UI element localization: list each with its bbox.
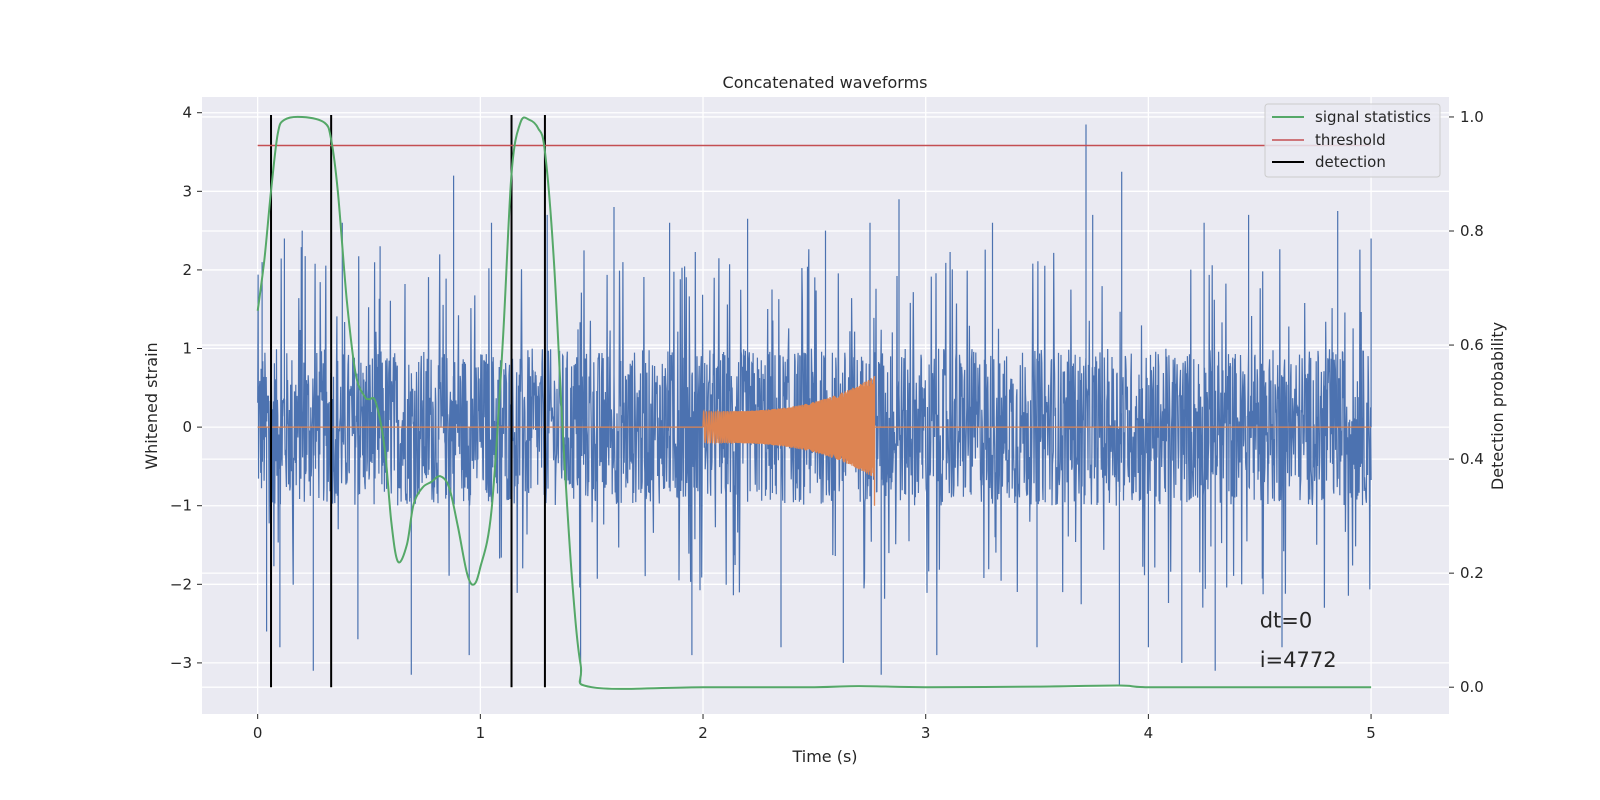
x-tick-label: 3 [921,724,931,742]
y-tick-label: 3 [182,182,192,200]
y-tick-label: 0 [182,418,192,436]
y2-tick-label: 0.2 [1460,564,1484,582]
x-tick-label: 2 [698,724,708,742]
x-tick-label: 1 [476,724,486,742]
y2-axis-ticks: 0.0 0.2 0.4 0.6 0.8 1.0 [1449,108,1484,696]
legend-label-detection: detection [1315,153,1386,171]
x-tick-label: 0 [253,724,263,742]
y2-tick-label: 0.6 [1460,336,1484,354]
injected-template-series [257,376,1372,506]
y-tick-label: 1 [182,340,192,358]
y-tick-label: 2 [182,261,192,279]
annotation-index: i=4772 [1260,648,1337,672]
legend: signal statistics threshold detection [1264,103,1441,178]
x-axis-label: Time (s) [791,747,857,766]
x-tick-label: 5 [1366,724,1376,742]
legend-label-threshold: threshold [1315,131,1386,149]
y2-tick-label: 0.8 [1460,222,1484,240]
y2-tick-label: 0.4 [1460,450,1484,468]
detection-lines [270,114,546,688]
x-axis-ticks: 0 1 2 3 4 5 [253,714,1376,742]
x-tick-label: 4 [1144,724,1154,742]
legend-label-statistics: signal statistics [1315,108,1431,126]
signal-statistics-series [256,115,1372,690]
y2-tick-label: 0.0 [1460,678,1484,696]
y2-tick-label: 1.0 [1460,108,1484,126]
y-tick-label: 4 [182,104,192,122]
y-axis-label: Whitened strain [142,342,161,469]
y-axis-ticks: −3 −2 −1 0 1 2 3 4 [170,104,202,672]
y-tick-label: −2 [170,575,192,593]
annotation-dt: dt=0 [1260,609,1313,633]
y-tick-label: −3 [170,654,192,672]
chart-title: Concatenated waveforms [723,73,928,92]
legend-box [1264,103,1441,178]
y-tick-label: −1 [170,497,192,515]
y2-axis-label: Detection probability [1488,322,1507,490]
